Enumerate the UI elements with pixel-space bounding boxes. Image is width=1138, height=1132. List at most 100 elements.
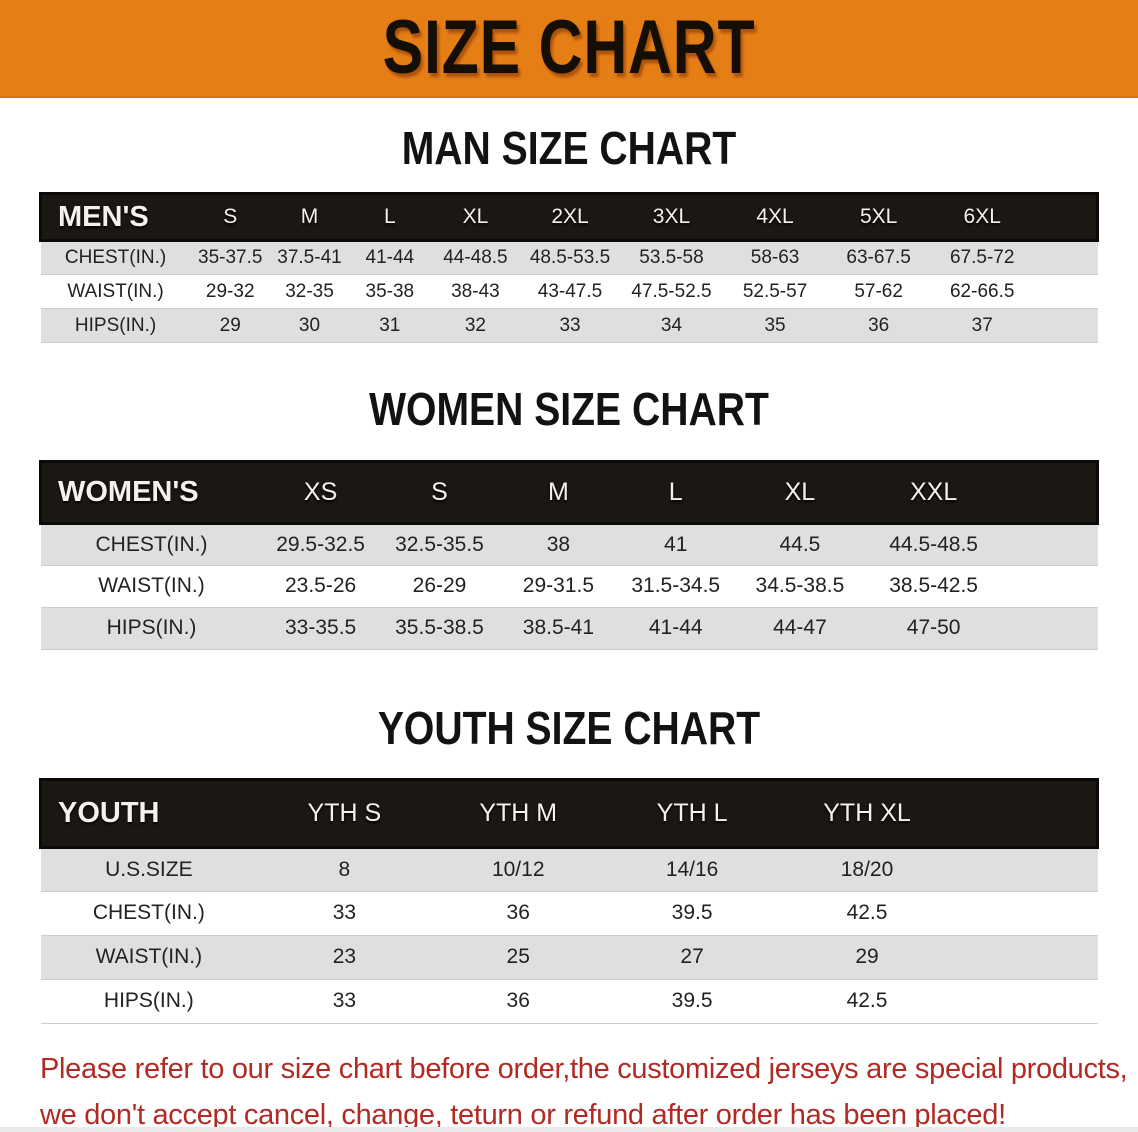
size-value-cell: 26-29	[412, 574, 467, 598]
size-value-cell: 67.5-72	[949, 247, 1015, 269]
row-label: HIPS(IN.)	[103, 989, 194, 1013]
men-size-table: MEN'S S M L XL 2XL 3XL 4XL 5XL 6XL CHEST(IN.) 35-…	[39, 192, 1099, 343]
row-label: HIPS(IN.)	[74, 314, 157, 336]
size-value-cell: 14/16	[665, 857, 719, 881]
size-header-cell: YTH M	[479, 798, 558, 827]
size-value-cell: 37	[971, 314, 993, 336]
size-value-cell: 44.5-48.5	[889, 532, 978, 556]
table-row: CHEST(IN.) 29.5-32.5 32.5-35.5 38 41 44.5 44.5…	[40, 523, 1098, 566]
size-value-cell: 23	[332, 945, 357, 969]
size-value-cell: 36	[868, 314, 890, 336]
size-value-cell: 36	[506, 901, 530, 925]
size-value-cell: 10/12	[491, 857, 545, 881]
filler-cell	[1002, 607, 1097, 649]
size-header-cell: XS	[303, 477, 338, 506]
size-value-cell: 47-50	[906, 616, 961, 640]
size-value-cell: 41-44	[365, 247, 415, 269]
size-value-cell: 39.5	[671, 901, 713, 925]
size-value-cell: 27	[680, 945, 704, 969]
filler-cell	[955, 979, 1098, 1023]
size-value-cell: 25	[506, 945, 530, 969]
row-label: CHEST(IN.)	[92, 901, 205, 925]
size-value-cell: 63-67.5	[846, 247, 911, 269]
size-value-cell: 57-62	[854, 280, 903, 302]
men-section-heading: MAN SIZE CHART	[401, 122, 737, 174]
order-disclaimer: Please refer to our size chart before or…	[40, 1046, 1138, 1132]
size-chart-banner: SIZE CHART	[0, 0, 1138, 98]
table-row: HIPS(IN.) 33-35.5 35.5-38.5 38.5-41 41-44 44-…	[40, 607, 1098, 650]
size-header-cell: YTH XL	[823, 798, 911, 827]
row-label: CHEST(IN.)	[64, 247, 167, 269]
size-header-cell: XL	[784, 477, 816, 506]
table-row: WAIST(IN.) 23.5-26 26-29 29-31.5 31.5-34.5 34…	[40, 565, 1098, 608]
filler-cell	[1002, 565, 1097, 607]
table-row: CHEST(IN.) 35-37.5 37.5-41 41-44 44-48.5 48.5…	[40, 240, 1098, 275]
filler-cell	[1002, 461, 1097, 523]
size-value-cell: 37.5-41	[277, 247, 342, 269]
size-value-cell: 35	[764, 314, 786, 336]
row-label: WAIST(IN.)	[95, 945, 203, 969]
filler-cell	[955, 891, 1098, 935]
filler-cell	[1034, 241, 1098, 275]
size-header-cell: L	[383, 205, 396, 229]
row-label: CHEST(IN.)	[95, 532, 208, 556]
size-header-cell: L	[668, 477, 683, 506]
size-value-cell: 44-47	[773, 616, 827, 640]
size-value-cell: 33-35.5	[284, 616, 357, 640]
size-value-cell: 32-35	[285, 280, 334, 302]
size-value-cell: 38	[546, 532, 571, 556]
size-value-cell: 44.5	[779, 532, 821, 556]
size-value-cell: 29-32	[205, 280, 255, 302]
size-value-cell: 33	[332, 989, 357, 1013]
women-size-section: WOMEN SIZE CHART WOMEN'S XS S M L XL XXL CHES…	[0, 383, 1138, 650]
table-row: WAIST(IN.) 23 25 27 29	[40, 935, 1098, 980]
size-value-cell: 38-43	[451, 280, 500, 302]
size-value-cell: 38.5-42.5	[889, 574, 978, 598]
size-value-cell: 8	[338, 857, 351, 881]
table-row: WAIST(IN.) 29-32 32-35 35-38 38-43 43-47.5 47.…	[40, 274, 1098, 309]
bottom-edge-strip	[0, 1127, 1138, 1132]
size-value-cell: 34	[660, 314, 683, 336]
size-value-cell: 23.5-26	[284, 574, 357, 598]
women-group-label: WOMEN'S	[58, 475, 199, 508]
filler-cell	[1034, 275, 1098, 309]
size-header-cell: YTH L	[656, 798, 728, 827]
size-value-cell: 29.5-32.5	[276, 532, 365, 556]
men-header-row: MEN'S S M L XL 2XL 3XL 4XL 5XL 6XL	[40, 193, 1098, 241]
size-value-cell: 29-31.5	[522, 574, 595, 598]
size-header-cell: M	[300, 205, 319, 229]
size-value-cell: 39.5	[671, 989, 713, 1013]
size-value-cell: 18/20	[840, 857, 894, 881]
size-header-cell: M	[548, 477, 569, 506]
filler-cell	[955, 779, 1098, 847]
size-header-cell: 3XL	[652, 205, 691, 229]
size-header-cell: 6XL	[963, 205, 1001, 229]
size-value-cell: 42.5	[846, 901, 888, 925]
size-value-cell: 58-63	[750, 247, 800, 269]
size-header-cell: 2XL	[551, 205, 589, 229]
banner-title: SIZE CHART	[382, 5, 756, 90]
row-label: HIPS(IN.)	[106, 616, 197, 640]
size-value-cell: 34.5-38.5	[755, 574, 845, 598]
table-row: CHEST(IN.) 33 36 39.5 42.5	[40, 891, 1098, 936]
size-value-cell: 31	[379, 314, 401, 336]
youth-size-table: YOUTH YTH S YTH M YTH L YTH XL U.S.SIZE 8 10/…	[39, 778, 1099, 1024]
men-group-label: MEN'S	[58, 200, 149, 233]
women-section-heading: WOMEN SIZE CHART	[369, 383, 769, 436]
youth-size-section: YOUTH SIZE CHART YOUTH YTH S YTH M YTH L YT…	[0, 703, 1138, 1024]
size-value-cell: 35-38	[365, 280, 415, 302]
size-header-cell: 4XL	[756, 205, 794, 229]
size-value-cell: 36	[506, 989, 530, 1013]
disclaimer-line-2: we don't accept cancel, change, teturn o…	[40, 1098, 1006, 1131]
size-value-cell: 32	[464, 314, 486, 336]
size-value-cell: 29	[855, 945, 879, 969]
size-value-cell: 44-48.5	[443, 247, 508, 269]
size-value-cell: 43-47.5	[537, 280, 603, 302]
row-label: U.S.SIZE	[105, 857, 193, 881]
size-value-cell: 31.5-34.5	[631, 574, 721, 598]
women-size-table: WOMEN'S XS S M L XL XXL CHEST(IN.) 29.5-32.5 32…	[39, 460, 1099, 650]
size-value-cell: 35-37.5	[198, 247, 263, 269]
filler-cell	[955, 935, 1098, 979]
size-value-cell: 53.5-58	[639, 247, 704, 269]
size-value-cell: 48.5-53.5	[529, 247, 611, 269]
